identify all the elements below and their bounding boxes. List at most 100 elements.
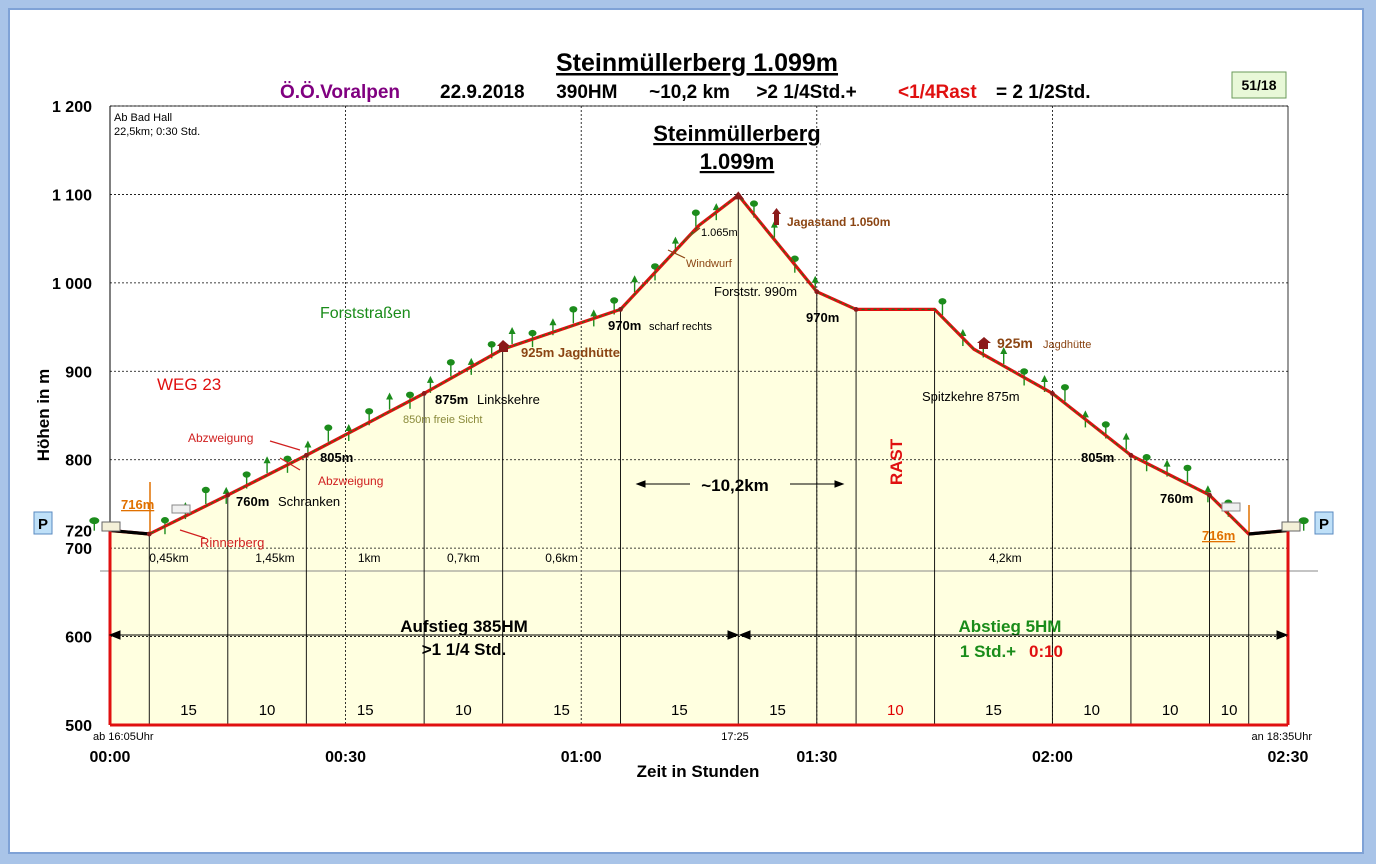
tree-icon [405,391,414,399]
y-tick-label: 900 [65,364,92,381]
tree-icon [242,471,251,478]
segment-mark-layer [148,195,1250,725]
tree-icon [283,455,292,463]
parking-icon-left: P [33,511,53,535]
tree-icon [749,200,758,207]
segment-minutes-label: 15 [671,702,688,719]
tree-icon [610,297,619,304]
segment-minutes-label: 10 [455,702,472,719]
windwurf-arrow-2 [684,227,701,241]
tree-icon [1041,374,1049,382]
distance-total-label: ~10,2km [701,476,769,495]
x-tick-label: 01:00 [561,749,602,766]
tree-icon [160,517,169,524]
badge-box [1231,71,1287,99]
x-tick-label: 00:00 [90,749,131,766]
y-tick-label: 1 100 [52,187,92,204]
x-tick-label: 01:30 [796,749,837,766]
distance-arrowhead-left [635,480,646,488]
y-tick-label: 720 [65,523,92,540]
tree-icon [1298,517,1309,525]
arrow-layer [108,480,1289,640]
segment-distance-label: 1,45km [255,551,294,565]
abstieg-arrowhead-left [738,630,751,640]
tree-icon [365,408,374,415]
tree-icon [1163,459,1171,467]
tree-icon [1142,454,1151,461]
barrier-icon-left [171,504,191,514]
y-tick-label: 500 [65,718,92,735]
waypoint-dot [814,289,820,295]
segment-distance-label: 0,7km [447,551,480,565]
parking-label-left: P [38,516,48,533]
tree-icon [528,329,537,337]
forststrassen-label: Forststraßen [320,305,411,322]
segment-minutes-label: 15 [553,702,570,719]
segment-distance-label: 0,45km [149,551,188,565]
x-tick-label: 00:30 [325,749,366,766]
jagastand-label: Jagastand 1.050m [787,215,890,229]
tree-icon [324,424,333,431]
waypoint-805-right: 805m [1081,450,1114,465]
y-tick-label: 700 [65,541,92,558]
car-icon-right [1281,521,1301,532]
rinnerberg-label: Rinnerberg [200,535,264,550]
summit-title-1: Steinmüllerberg [653,121,820,146]
waypoint-760-left: 760m [236,494,269,509]
y-axis-label: Höhen in m [34,369,53,462]
rest-label: <1/4Rast [898,82,977,103]
profile-area [110,195,1288,726]
waypoint-760-right: 760m [1160,491,1193,506]
x-tick-label: 02:30 [1268,749,1309,766]
rast-label: RAST [887,438,906,485]
tree-icon [712,203,720,211]
segment-minutes-label: 15 [985,702,1002,719]
summit-time-label: 17:25 [721,731,749,743]
profile-line-layer [109,191,1289,537]
segment-minutes-label: 15 [357,702,374,719]
abzweigung-label-1: Abzweigung [188,431,253,445]
hut-icon-left [497,340,510,352]
start-info-1: Ab Bad Hall [114,112,172,124]
tree-icon [1020,368,1029,375]
waypoint-716-right: 716m [1202,528,1235,543]
tree-icon [426,375,434,383]
end-time-label: an 18:35Uhr [1251,731,1312,743]
badge-label: 51/18 [1241,77,1276,93]
start-time-label: ab 16:05Uhr [93,731,154,743]
start-info-2: 22,5km; 0:30 Std. [114,126,200,138]
abstieg-label-1: Abstieg 5HM [959,617,1062,636]
abstieg-label-2b: 0:10 [1029,642,1063,661]
spitzkehre-label: Spitzkehre 875m [922,389,1020,404]
tree-icon [263,456,271,464]
tree-icon [691,209,700,216]
tree-icon [201,486,210,494]
tree-icon [811,275,819,283]
tree-icon [487,341,496,348]
abstieg-arrowhead-right [1276,630,1289,640]
tree-icon [1060,384,1069,391]
abzweigung-label-2: Abzweigung [318,474,383,488]
tour-info: 22.9.2018 390HM ~10,2 km >2 1/4Std.+ [440,82,857,103]
abzweigung-arrow-2 [279,457,301,471]
waypoint-970-right: 970m [806,310,839,325]
waypoint-dot [303,452,309,458]
jagdhuette-right-label: Jagdhütte [1043,339,1091,351]
tree-icon [89,517,100,525]
hunting-stand-icon [772,208,781,225]
windwurf-label: Windwurf [686,258,733,270]
segment-minutes-label: 10 [259,702,276,719]
parking-icon-right: P [1314,511,1334,535]
y-tick-label: 800 [65,453,92,470]
chart-title: Steinmüllerberg 1.099m [556,49,838,77]
forststr-990-label: Forststr. 990m [714,284,797,299]
tree-icon [446,359,455,366]
tree-icon-layer [89,200,1309,535]
tree-icon [386,392,394,400]
linkskehre-label: Linkskehre [477,392,540,407]
tree-icon [1081,410,1089,418]
total-time: = 2 1/2Std. [996,82,1091,103]
schranken-label: Schranken [278,494,340,509]
waypoint-925-left: 925m Jagdhütte [521,345,620,360]
